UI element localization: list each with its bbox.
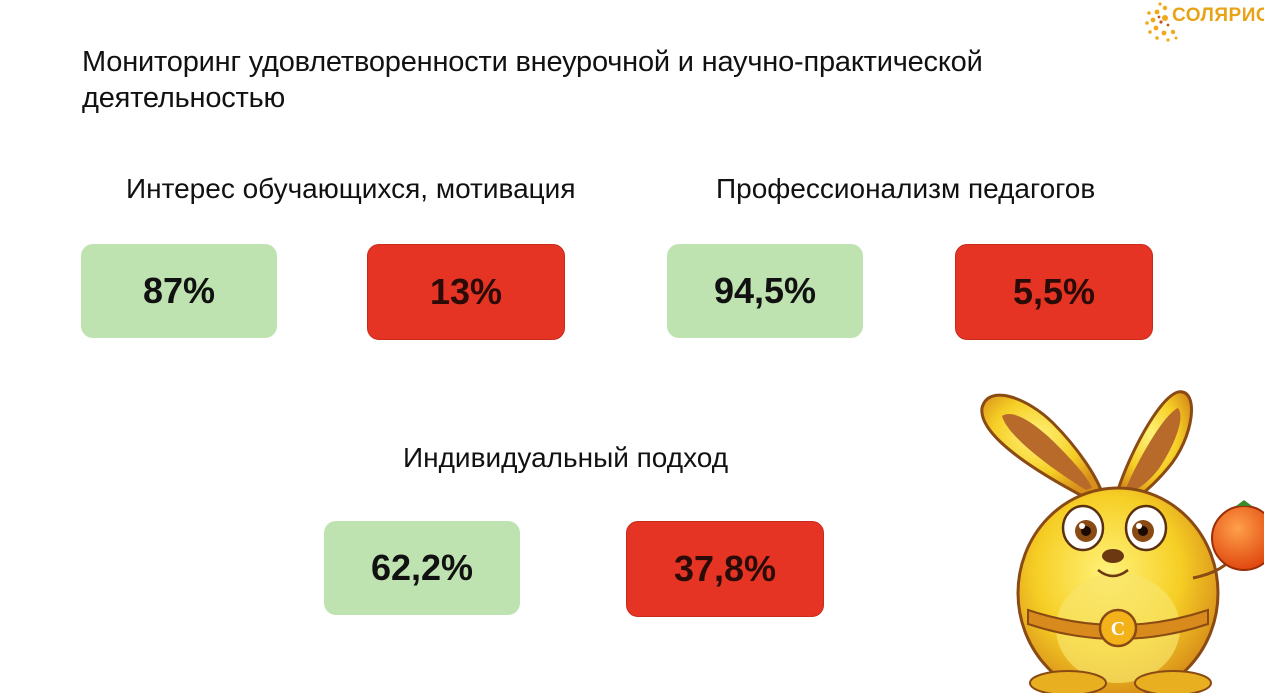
- logo-text: СОЛЯРИС: [1172, 5, 1264, 26]
- motivation-positive-value: 87%: [81, 244, 277, 338]
- section-label-individual: Индивидуальный подход: [403, 442, 729, 473]
- section-label-motivation: Интерес обучающихся, мотивация: [126, 173, 576, 204]
- svg-text:С: С: [1111, 618, 1125, 640]
- individual-positive-value: 62,2%: [324, 521, 520, 615]
- solaris-logo: [1143, 0, 1264, 44]
- page-title: Мониторинг удовлетворенности внеурочной …: [82, 46, 983, 114]
- rabbit-mascot-icon: С: [980, 390, 1264, 693]
- sun-logo-icon: [1145, 2, 1178, 42]
- section-label-professionalism: Профессионализм педагогов: [716, 173, 1096, 204]
- motivation-negative-value: 13%: [367, 244, 565, 340]
- individual-negative-value: 37,8%: [626, 521, 824, 617]
- professionalism-negative-value: 5,5%: [955, 244, 1153, 340]
- professionalism-positive-value: 94,5%: [667, 244, 863, 338]
